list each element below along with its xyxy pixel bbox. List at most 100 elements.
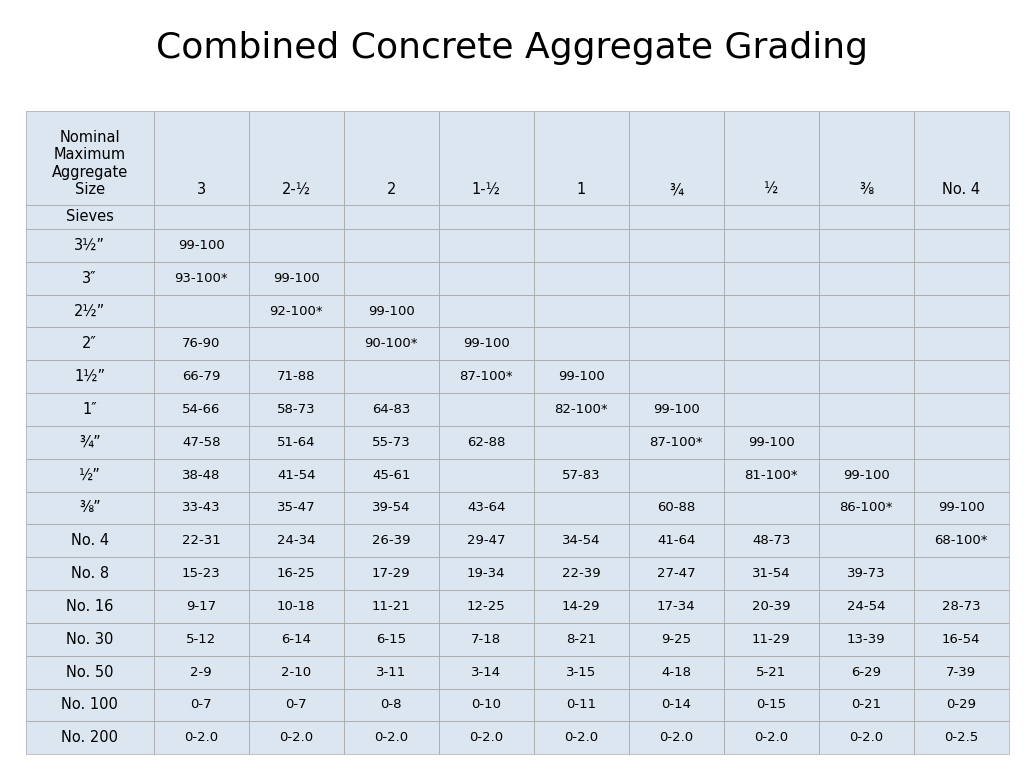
Bar <box>913 393 1009 426</box>
Bar <box>26 492 154 525</box>
Bar <box>344 327 438 360</box>
Bar <box>344 204 438 229</box>
Bar <box>913 623 1009 656</box>
Bar <box>26 393 154 426</box>
Text: ¾”: ¾” <box>79 435 100 450</box>
Bar <box>26 327 154 360</box>
Bar <box>438 558 534 590</box>
Bar <box>249 590 344 623</box>
Bar <box>438 393 534 426</box>
Bar <box>154 295 249 327</box>
Bar <box>249 393 344 426</box>
Text: 2-½: 2-½ <box>282 182 311 197</box>
Bar <box>438 393 534 426</box>
Bar <box>154 623 249 656</box>
Bar <box>344 295 438 327</box>
Bar <box>154 360 249 393</box>
Bar <box>913 525 1009 558</box>
Bar <box>249 393 344 426</box>
Bar <box>724 229 818 262</box>
Bar <box>438 327 534 360</box>
Bar <box>818 262 913 295</box>
Bar <box>154 458 249 492</box>
Text: 99-100: 99-100 <box>653 403 699 416</box>
Text: Nominal
Maximum
Aggregate
Size: Nominal Maximum Aggregate Size <box>51 130 128 197</box>
Bar <box>26 458 154 492</box>
Bar <box>629 426 724 458</box>
Bar <box>629 492 724 525</box>
Bar <box>344 656 438 689</box>
Bar <box>249 327 344 360</box>
Bar <box>26 229 154 262</box>
Bar <box>344 623 438 656</box>
Bar <box>724 458 818 492</box>
Bar <box>534 295 629 327</box>
Bar <box>629 426 724 458</box>
Bar <box>438 689 534 721</box>
Text: 99-100: 99-100 <box>463 337 510 350</box>
Text: ¾: ¾ <box>669 182 683 197</box>
Bar <box>438 623 534 656</box>
Text: 22-39: 22-39 <box>562 567 600 580</box>
Bar <box>249 262 344 295</box>
Bar <box>26 295 154 327</box>
Bar <box>26 689 154 721</box>
Text: 3-15: 3-15 <box>566 666 596 679</box>
Bar <box>249 295 344 327</box>
Bar <box>534 327 629 360</box>
Bar <box>26 111 154 204</box>
Bar <box>534 558 629 590</box>
Bar <box>154 721 249 754</box>
Bar <box>249 327 344 360</box>
Text: 0-2.5: 0-2.5 <box>944 731 978 744</box>
Bar <box>438 458 534 492</box>
Bar <box>438 111 534 204</box>
Text: 5-12: 5-12 <box>186 633 216 646</box>
Bar <box>438 656 534 689</box>
Bar <box>344 204 438 229</box>
Bar <box>438 229 534 262</box>
Text: 68-100*: 68-100* <box>935 535 988 548</box>
Bar <box>629 393 724 426</box>
Bar <box>913 525 1009 558</box>
Bar <box>629 689 724 721</box>
Bar <box>154 393 249 426</box>
Bar <box>154 393 249 426</box>
Bar <box>913 590 1009 623</box>
Text: 81-100*: 81-100* <box>744 468 798 482</box>
Bar <box>344 111 438 204</box>
Bar <box>344 558 438 590</box>
Bar <box>344 689 438 721</box>
Bar <box>249 360 344 393</box>
Bar <box>344 689 438 721</box>
Text: 39-73: 39-73 <box>847 567 886 580</box>
Bar <box>154 689 249 721</box>
Text: No. 200: No. 200 <box>61 730 118 745</box>
Bar <box>438 360 534 393</box>
Text: 7-39: 7-39 <box>946 666 976 679</box>
Bar <box>154 623 249 656</box>
Bar <box>913 360 1009 393</box>
Bar <box>913 492 1009 525</box>
Bar <box>534 558 629 590</box>
Bar <box>249 229 344 262</box>
Bar <box>629 327 724 360</box>
Text: 2-10: 2-10 <box>282 666 311 679</box>
Bar <box>913 689 1009 721</box>
Text: No. 4: No. 4 <box>942 182 980 197</box>
Text: 7-18: 7-18 <box>471 633 502 646</box>
Bar <box>154 689 249 721</box>
Bar <box>438 492 534 525</box>
Bar <box>26 360 154 393</box>
Bar <box>344 229 438 262</box>
Bar <box>26 204 154 229</box>
Bar <box>534 262 629 295</box>
Bar <box>724 656 818 689</box>
Text: 16-25: 16-25 <box>276 567 315 580</box>
Text: 43-64: 43-64 <box>467 502 506 515</box>
Bar <box>344 426 438 458</box>
Bar <box>154 426 249 458</box>
Bar <box>249 204 344 229</box>
Bar <box>438 262 534 295</box>
Bar <box>154 458 249 492</box>
